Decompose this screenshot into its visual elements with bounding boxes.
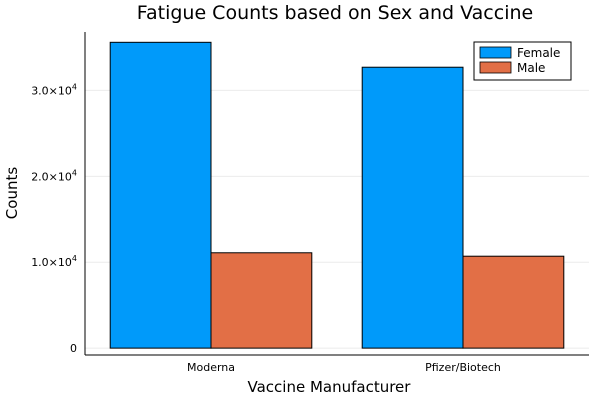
chart-title: Fatigue Counts based on Sex and Vaccine bbox=[137, 2, 533, 24]
y-tick-label: 0 bbox=[70, 342, 77, 355]
bar-pfizer-biotech-male bbox=[462, 255, 565, 349]
x-tick-labels: Moderna Pfizer/Biotech bbox=[187, 361, 501, 374]
y-tick-labels: 0 1.0×104 2.0×104 3.0×104 bbox=[31, 82, 77, 355]
y-tick-label: 2.0×104 bbox=[31, 168, 77, 183]
y-tick-label: 1.0×104 bbox=[31, 254, 77, 269]
bar-moderna-female bbox=[109, 41, 212, 349]
x-tick-label: Moderna bbox=[187, 361, 235, 374]
x-tick-label: Pfizer/Biotech bbox=[425, 361, 501, 374]
legend: Female Male bbox=[473, 41, 572, 81]
x-axis-label: Vaccine Manufacturer bbox=[248, 378, 412, 396]
legend-swatch-male bbox=[479, 61, 512, 74]
legend-label-female: Female bbox=[517, 46, 560, 60]
y-tick-label: 3.0×104 bbox=[31, 82, 77, 97]
bars bbox=[109, 41, 565, 349]
bar-pfizer-biotech-female bbox=[361, 66, 464, 349]
bar-moderna-male bbox=[210, 252, 313, 349]
legend-swatch-female bbox=[479, 46, 512, 59]
y-axis-label: Counts bbox=[3, 167, 21, 220]
legend-label-male: Male bbox=[517, 61, 545, 75]
